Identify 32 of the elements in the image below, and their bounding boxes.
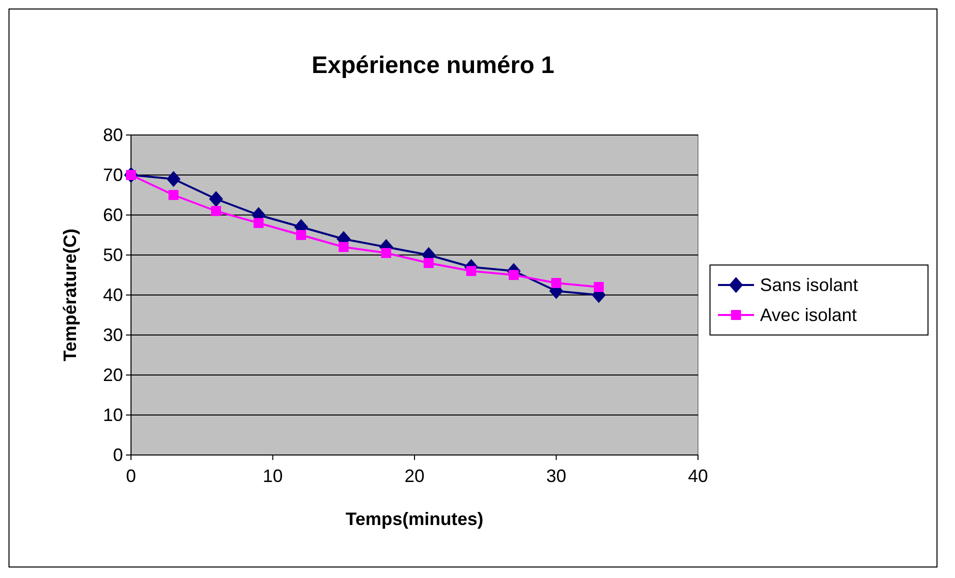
point <box>381 248 392 258</box>
point <box>508 270 519 280</box>
point <box>466 266 476 276</box>
y-tick-label: 10 <box>102 405 123 425</box>
x-tick-label: 40 <box>688 466 708 486</box>
point <box>551 278 562 288</box>
legend-label: Sans isolant <box>760 275 858 295</box>
y-tick-label: 20 <box>102 365 123 385</box>
y-tick-label: 40 <box>102 285 123 305</box>
legend-label: Avec isolant <box>760 305 857 325</box>
point <box>424 258 434 268</box>
x-tick-label: 30 <box>546 466 566 486</box>
chart-title: Expérience numéro 1 <box>312 52 554 79</box>
y-tick-label: 0 <box>112 445 123 465</box>
point <box>338 242 349 252</box>
point <box>209 191 224 207</box>
point <box>594 282 604 292</box>
point <box>296 230 306 240</box>
x-axis-title: Temps(minutes) <box>346 509 484 529</box>
point <box>168 190 179 200</box>
point <box>254 218 264 228</box>
y-tick-label: 80 <box>102 125 123 145</box>
y-axis-title: Température(C) <box>60 228 80 362</box>
x-tick-label: 20 <box>404 466 425 486</box>
point <box>211 206 222 216</box>
y-tick-label: 30 <box>102 325 123 345</box>
y-tick-label: 70 <box>102 165 123 185</box>
x-tick-label: 0 <box>126 466 136 486</box>
y-tick-label: 60 <box>102 205 123 225</box>
y-tick-label: 50 <box>102 245 123 265</box>
x-tick-label: 10 <box>262 466 283 486</box>
point <box>166 171 181 187</box>
